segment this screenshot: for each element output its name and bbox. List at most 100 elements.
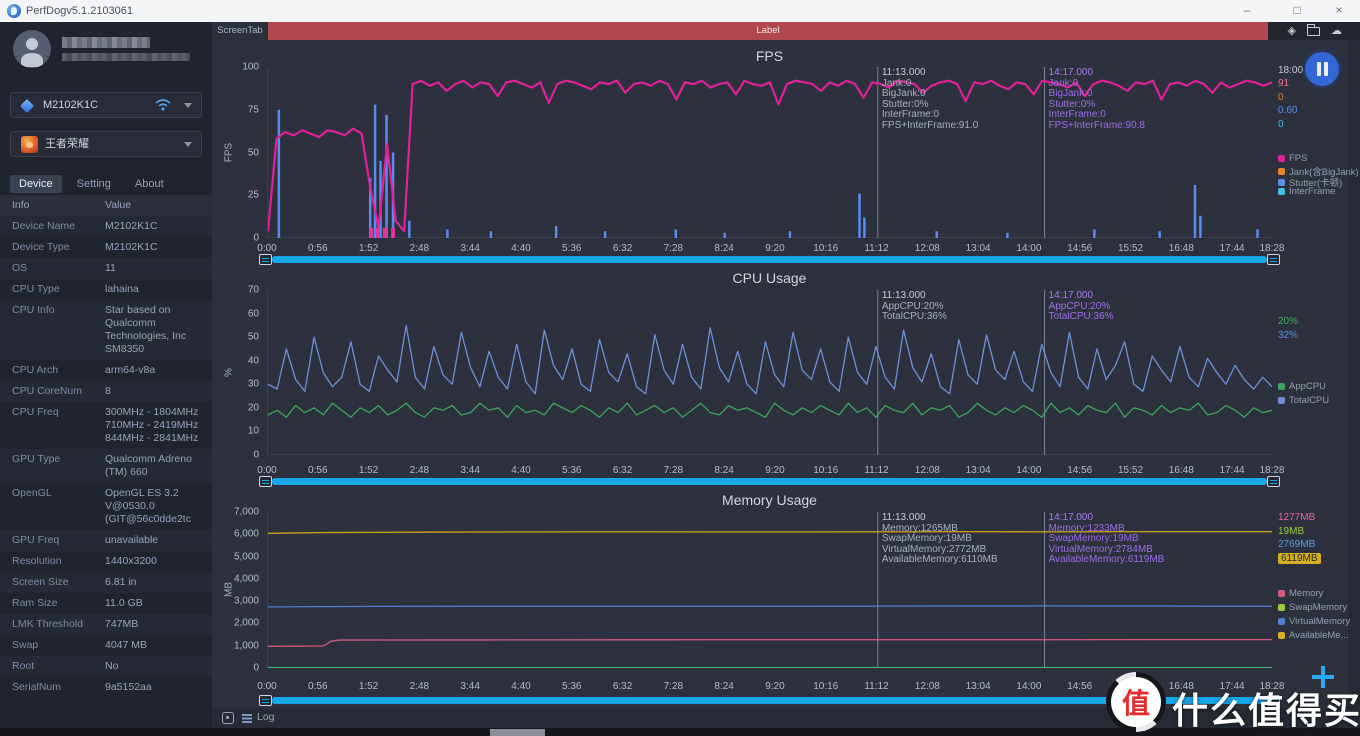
screen-tab[interactable]: ScreenTab [212, 22, 268, 40]
legend-item[interactable]: Memory [1278, 588, 1323, 599]
pause-button[interactable] [1305, 52, 1339, 86]
legend-item[interactable]: AppCPU [1278, 381, 1326, 392]
axis-tick: 7:28 [663, 465, 684, 476]
axis-tick: 3,000 [233, 595, 259, 607]
label-button[interactable]: Label [268, 22, 1268, 40]
axis-tick: 9:20 [765, 465, 785, 476]
table-row: Root No [0, 656, 212, 677]
axis-tick: 2:48 [409, 681, 430, 692]
maximize-button[interactable]: □ [1293, 3, 1301, 17]
tab-device[interactable]: Device [10, 175, 62, 193]
close-button[interactable]: × [1335, 3, 1343, 17]
scrollbar-right-handle[interactable] [1267, 254, 1280, 265]
legend-label: Memory [1289, 588, 1324, 599]
add-chart-button[interactable] [1310, 664, 1336, 690]
axis-tick: 50 [247, 147, 259, 158]
row-value: 1440x3200 [105, 555, 157, 567]
table-row: CPU CoreNum 8 [0, 381, 212, 402]
marker-diamond-icon[interactable]: ◈ [1287, 25, 1296, 37]
chart-plot-area[interactable]: 11:13.000 AppCPU:20% TotalCPU:36% 14:17.000… [267, 290, 1272, 455]
chart-scrollbar[interactable] [259, 695, 1280, 707]
axis-tick: 0:56 [308, 243, 328, 254]
legend-item[interactable]: AvailableMe... [1278, 630, 1349, 641]
user-avatar[interactable] [13, 30, 51, 68]
legend-item[interactable]: SwapMemory [1278, 602, 1347, 613]
legend-item[interactable]: VirtualMemory [1278, 616, 1350, 627]
legend-color-dot [1278, 155, 1285, 162]
current-value: 2769MB [1278, 539, 1316, 550]
legend-item[interactable]: TotalCPU [1278, 395, 1329, 406]
axis-tick: 10:16 [813, 243, 839, 254]
tab-setting[interactable]: Setting [76, 178, 111, 190]
table-row: GPU Freq unavailable [0, 530, 212, 551]
axis-tick: 1,000 [233, 640, 259, 652]
axis-tick: 0 [253, 449, 259, 461]
table-header: Info Value [0, 195, 212, 216]
row-value: 6.81 in [105, 576, 137, 588]
legend-color-dot [1278, 397, 1285, 404]
current-value: 6119MB [1278, 552, 1321, 564]
table-row: GPU Type Qualcomm Adreno (TM) 660 [0, 449, 212, 483]
legend-label: AvailableMe... [1289, 630, 1349, 641]
scrollbar-track[interactable] [272, 697, 1267, 704]
scrollbar-right-handle[interactable] [1267, 695, 1280, 706]
axis-tick: 16:48 [1168, 243, 1194, 254]
device-select[interactable]: M2102K1C [10, 92, 202, 118]
row-label: CPU Arch [12, 364, 59, 376]
folder-icon[interactable] [1307, 23, 1320, 36]
table-row: Ram Size 11.0 GB [0, 593, 212, 614]
chart-plot-area[interactable]: 11:13.000 Memory:1265MB SwapMemory:19MB Vir… [267, 512, 1272, 668]
legend-item[interactable]: InterFrame [1278, 186, 1335, 197]
row-label: GPU Freq [12, 534, 60, 546]
legend-color-dot [1278, 604, 1285, 611]
axis-tick: 4:40 [511, 243, 531, 254]
scrollbar-right-handle[interactable] [1267, 476, 1280, 487]
scrollbar-track[interactable] [272, 478, 1267, 485]
tab-about[interactable]: About [134, 178, 164, 190]
legend-item[interactable]: Jank(含BigJank) [1278, 164, 1359, 178]
screenshot-icon[interactable] [222, 712, 234, 724]
scrollbar-left-handle[interactable] [259, 476, 272, 487]
row-label: LMK Threshold [12, 618, 84, 630]
minimize-button[interactable]: – [1243, 3, 1251, 17]
axis-tick: 11:12 [864, 681, 889, 692]
chart-scrollbar[interactable] [259, 476, 1280, 488]
chart-plot-area[interactable]: 11:13.000 Jank:0 BigJank:0 Stutter:0% InterF… [267, 67, 1272, 238]
axis-tick: 5:36 [562, 465, 582, 476]
legend-color-dot [1278, 167, 1285, 175]
axis-tick: 8:24 [714, 681, 734, 692]
scrollbar-left-handle[interactable] [259, 695, 272, 706]
chart-topbar: ScreenTab Label ◈ ☁ [212, 22, 1360, 40]
app-select[interactable]: 王者荣耀 [10, 131, 202, 157]
axis-tick: 15:52 [1117, 681, 1144, 692]
axis-tick: 14:56 [1067, 465, 1093, 476]
sidebar-tabs: Device Setting About [10, 175, 173, 193]
legend-item[interactable]: FPS [1278, 153, 1307, 164]
axis-tick: 3:44 [460, 681, 480, 692]
axis-tick: 1:52 [358, 681, 379, 692]
legend-color-dot [1278, 590, 1285, 597]
chart-side-panel: 20% 32% AppCPU TotalCPU [1278, 290, 1348, 460]
cloud-icon[interactable]: ☁ [1331, 25, 1342, 37]
axis-tick: 6:32 [612, 465, 633, 476]
scrollbar-track[interactable] [272, 256, 1267, 263]
axis-tick: 17:44 [1219, 243, 1245, 254]
scrollbar-left-handle[interactable] [259, 254, 272, 265]
axis-tick: 6,000 [233, 528, 259, 540]
axis-tick: 13:04 [965, 465, 991, 476]
legend-item[interactable]: Stutter(卡顿) [1278, 175, 1342, 189]
row-value: 8 [105, 385, 111, 397]
axis-tick: 1:52 [358, 465, 379, 476]
current-value: 0 [1278, 91, 1284, 103]
axis-tick: 10 [247, 425, 259, 437]
row-label: Device Type [12, 241, 70, 253]
bottom-toolbar: Log [212, 708, 1360, 728]
device-select-value: M2102K1C [43, 99, 99, 111]
log-button[interactable]: Log [257, 711, 275, 723]
chart-scrollbar[interactable] [259, 254, 1280, 266]
row-label: Resolution [12, 555, 62, 567]
table-row: CPU Freq 300MHz - 1804MHz 710MHz - 2419MH… [0, 402, 212, 449]
chart-side-panel: 18:00 91 0 0.60 0 FPS Jank(含BigJank) Stutter(卡顿… [1278, 65, 1359, 247]
taskbar-item [490, 729, 545, 736]
table-row: Swap 4047 MB [0, 635, 212, 656]
